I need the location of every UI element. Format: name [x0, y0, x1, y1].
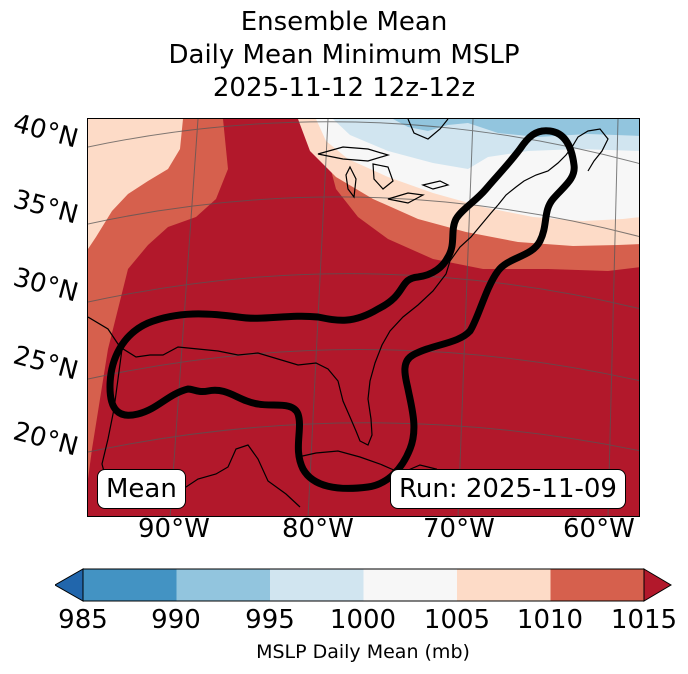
lake-huron: [372, 163, 394, 190]
colorbar-segment-995-1000: [270, 569, 364, 601]
parallel-40n: [88, 121, 639, 164]
colorbar-label: MSLP Daily Mean (mb): [256, 641, 470, 663]
colorbar-segment-990-995: [176, 569, 270, 601]
title-line-2: Daily Mean Minimum MSLP: [168, 40, 520, 70]
run-date-badge: Run: 2025-11-09: [390, 469, 626, 509]
lake-ontario: [421, 180, 450, 190]
colorbar-extend-low: [55, 568, 84, 602]
colorbar-tick-990: 990: [151, 605, 201, 635]
colorbar-tick-1015: 1015: [610, 605, 678, 635]
cuba-coastline: [297, 450, 397, 472]
colorbar-tick-1000: 1000: [329, 605, 397, 635]
lat-label-30n: 30°N: [10, 262, 82, 309]
lat-label-25n: 25°N: [10, 340, 82, 387]
parallel-20n: [88, 422, 639, 453]
title-line-3: 2025-11-12 12z-12z: [212, 73, 476, 103]
lon-label-70w: 70°W: [423, 514, 495, 544]
colorbar-outline: [82, 568, 645, 602]
gulf-coast-coastline: [88, 204, 499, 446]
lat-label-35n: 35°N: [10, 184, 82, 231]
mean-badge: Mean: [97, 469, 186, 509]
lake-superior: [317, 146, 391, 162]
lat-label-40n: 40°N: [10, 108, 82, 155]
lake-erie: [387, 192, 425, 204]
colorbar-segment-1010-1015: [550, 569, 644, 601]
lat-label-20n: 20°N: [10, 416, 82, 463]
colorbar-segment-1005-1010: [457, 569, 551, 601]
map-panel: Mean Run: 2025-11-09: [87, 118, 640, 517]
colorbar-tick-995: 995: [245, 605, 295, 635]
colorbar-segment-1000-1005: [363, 569, 457, 601]
lon-label-80w: 80°W: [282, 514, 354, 544]
colorbar-tick-1005: 1005: [423, 605, 491, 635]
parallel-25n: [88, 349, 639, 382]
pressure-band-990-995: [393, 119, 639, 137]
lake-michigan: [345, 165, 357, 199]
parallel-35n: [88, 196, 639, 238]
lon-label-90w: 90°W: [138, 514, 210, 544]
colorbar-tick-985: 985: [58, 605, 108, 635]
colorbar-segment-985-990: [83, 569, 177, 601]
meridian-70w: [457, 119, 474, 516]
meridian-60w: [607, 119, 619, 516]
ensemble-contour: [106, 127, 578, 492]
colorbar-tick-1010: 1010: [516, 605, 584, 635]
colorbar-extend-high: [643, 568, 672, 602]
map-canvas: [88, 119, 639, 516]
colorbar: [55, 568, 672, 602]
title-line-1: Ensemble Mean: [240, 7, 448, 37]
parallel-30n: [88, 273, 639, 310]
meridian-90w: [169, 119, 199, 516]
graticule: [88, 119, 639, 516]
lon-label-60w: 60°W: [563, 514, 635, 544]
james-bay-coastline: [407, 119, 449, 140]
